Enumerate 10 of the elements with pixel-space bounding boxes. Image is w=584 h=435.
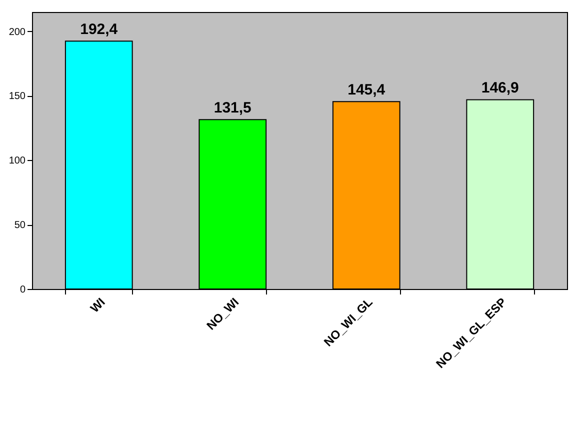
y-tick-label: 0 <box>20 284 26 296</box>
y-tick-label: 150 <box>8 91 26 102</box>
data-label: 145,4 <box>348 82 386 99</box>
data-label: 146,9 <box>481 80 519 97</box>
y-tick-label: 100 <box>8 156 26 167</box>
y-tick-label: 50 <box>14 220 26 232</box>
y-tick-label: 200 <box>8 26 26 38</box>
data-label: 192,4 <box>80 21 118 38</box>
x-tick-label: WI <box>88 295 108 316</box>
data-label: 131,5 <box>214 100 252 117</box>
